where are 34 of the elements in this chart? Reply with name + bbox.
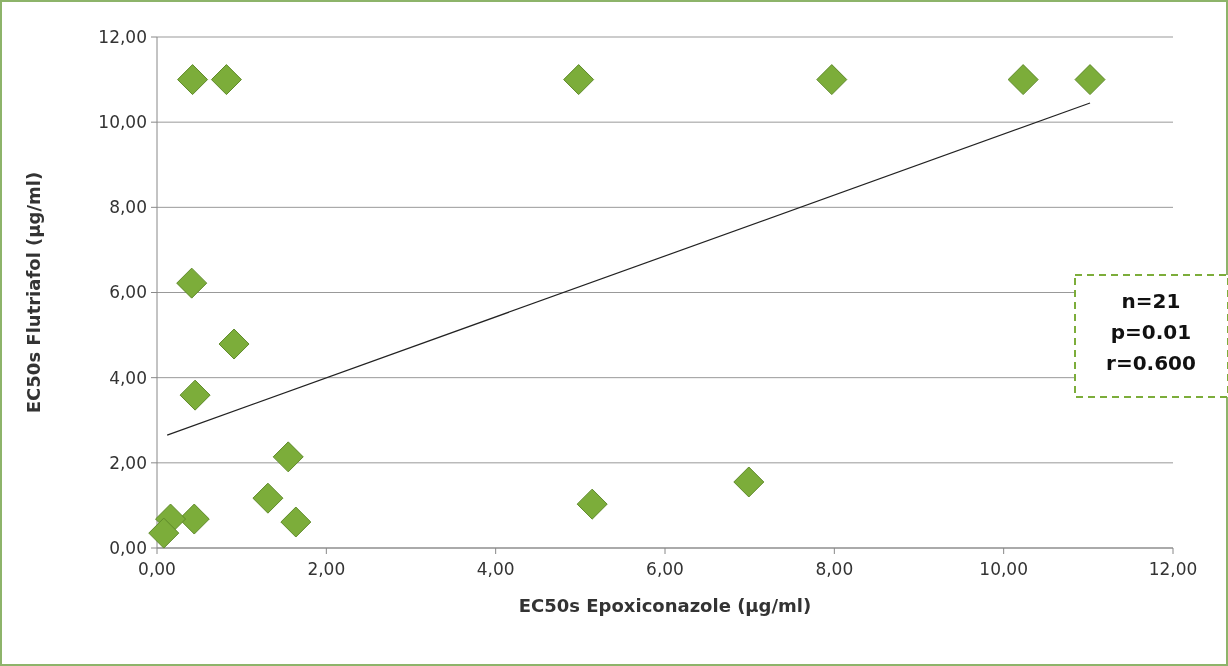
point — [1074, 64, 1106, 96]
annotation: r=0.600 — [1106, 351, 1196, 375]
y-axis-title: EC50s Flutriafol (µg/ml) — [23, 171, 44, 414]
x-tick-label: 6,00 — [646, 559, 684, 579]
y-tick-label: 6,00 — [109, 282, 147, 303]
y-tick-label: 2,00 — [109, 452, 147, 473]
x-tick-label: 12,00 — [1148, 559, 1198, 579]
point — [1007, 64, 1039, 96]
x-tick-label: 2,00 — [307, 559, 346, 579]
point — [272, 441, 304, 473]
point — [210, 64, 242, 96]
point — [179, 379, 211, 411]
point — [176, 267, 208, 299]
y-tick-label: 8,00 — [109, 197, 147, 218]
x-tick-label: 10,00 — [979, 559, 1028, 579]
y-tick-label: 4,00 — [109, 367, 147, 388]
y-tick-label: 0,00 — [109, 537, 147, 558]
point — [733, 466, 765, 498]
point — [280, 506, 312, 538]
y-tick-label: 10,00 — [98, 112, 147, 133]
point — [252, 482, 284, 514]
x-tick-label: 0,00 — [138, 559, 176, 579]
point — [218, 328, 250, 360]
point — [563, 64, 595, 96]
point — [576, 488, 608, 520]
x-tick-label: 8,00 — [815, 559, 854, 579]
x-tick-label: 4,00 — [476, 559, 515, 579]
annotation: n=21 — [1121, 289, 1181, 313]
point — [816, 64, 848, 96]
annotation: p=0.01 — [1110, 320, 1192, 344]
y-tick-label: 12,00 — [98, 26, 147, 47]
x-axis-title: EC50s Epoxiconazole (µg/ml) — [518, 595, 812, 616]
point — [177, 64, 209, 96]
point — [148, 517, 180, 549]
